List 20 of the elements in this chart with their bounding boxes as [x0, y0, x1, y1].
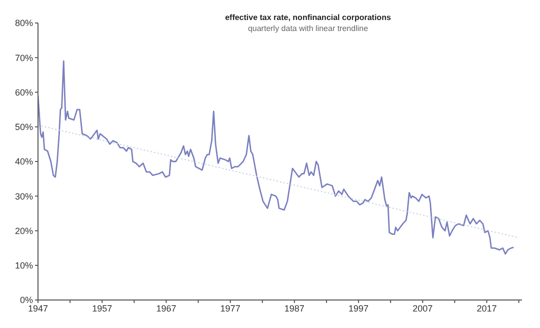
- x-tick-label: 2007: [412, 303, 433, 314]
- y-tick-label: 0%: [20, 295, 33, 306]
- y-tick-label: 40%: [14, 156, 33, 167]
- x-tick-label: 1997: [348, 303, 369, 314]
- line-series: [38, 60, 514, 255]
- x-tick-label: 1957: [92, 303, 112, 314]
- x-tick-label: 1977: [220, 303, 240, 314]
- x-tick-label: 2017: [476, 303, 497, 314]
- y-tick-label: 20%: [14, 226, 33, 236]
- y-tick-label: 50%: [14, 122, 33, 132]
- x-tick-label: 1967: [156, 303, 176, 314]
- x-tick-label: 1947: [28, 303, 48, 314]
- x-tick-label: 1987: [284, 303, 304, 314]
- chart-title: effective tax rate, nonfinancial corporations: [224, 12, 392, 23]
- y-tick-label: 80%: [14, 18, 33, 28]
- chart-subtitle: quarterly data with linear trendline: [246, 23, 370, 34]
- y-tick-label: 70%: [14, 52, 33, 63]
- y-tick-label: 10%: [14, 260, 33, 271]
- y-tick-label: 60%: [14, 87, 33, 98]
- y-tick-label: 30%: [14, 191, 33, 202]
